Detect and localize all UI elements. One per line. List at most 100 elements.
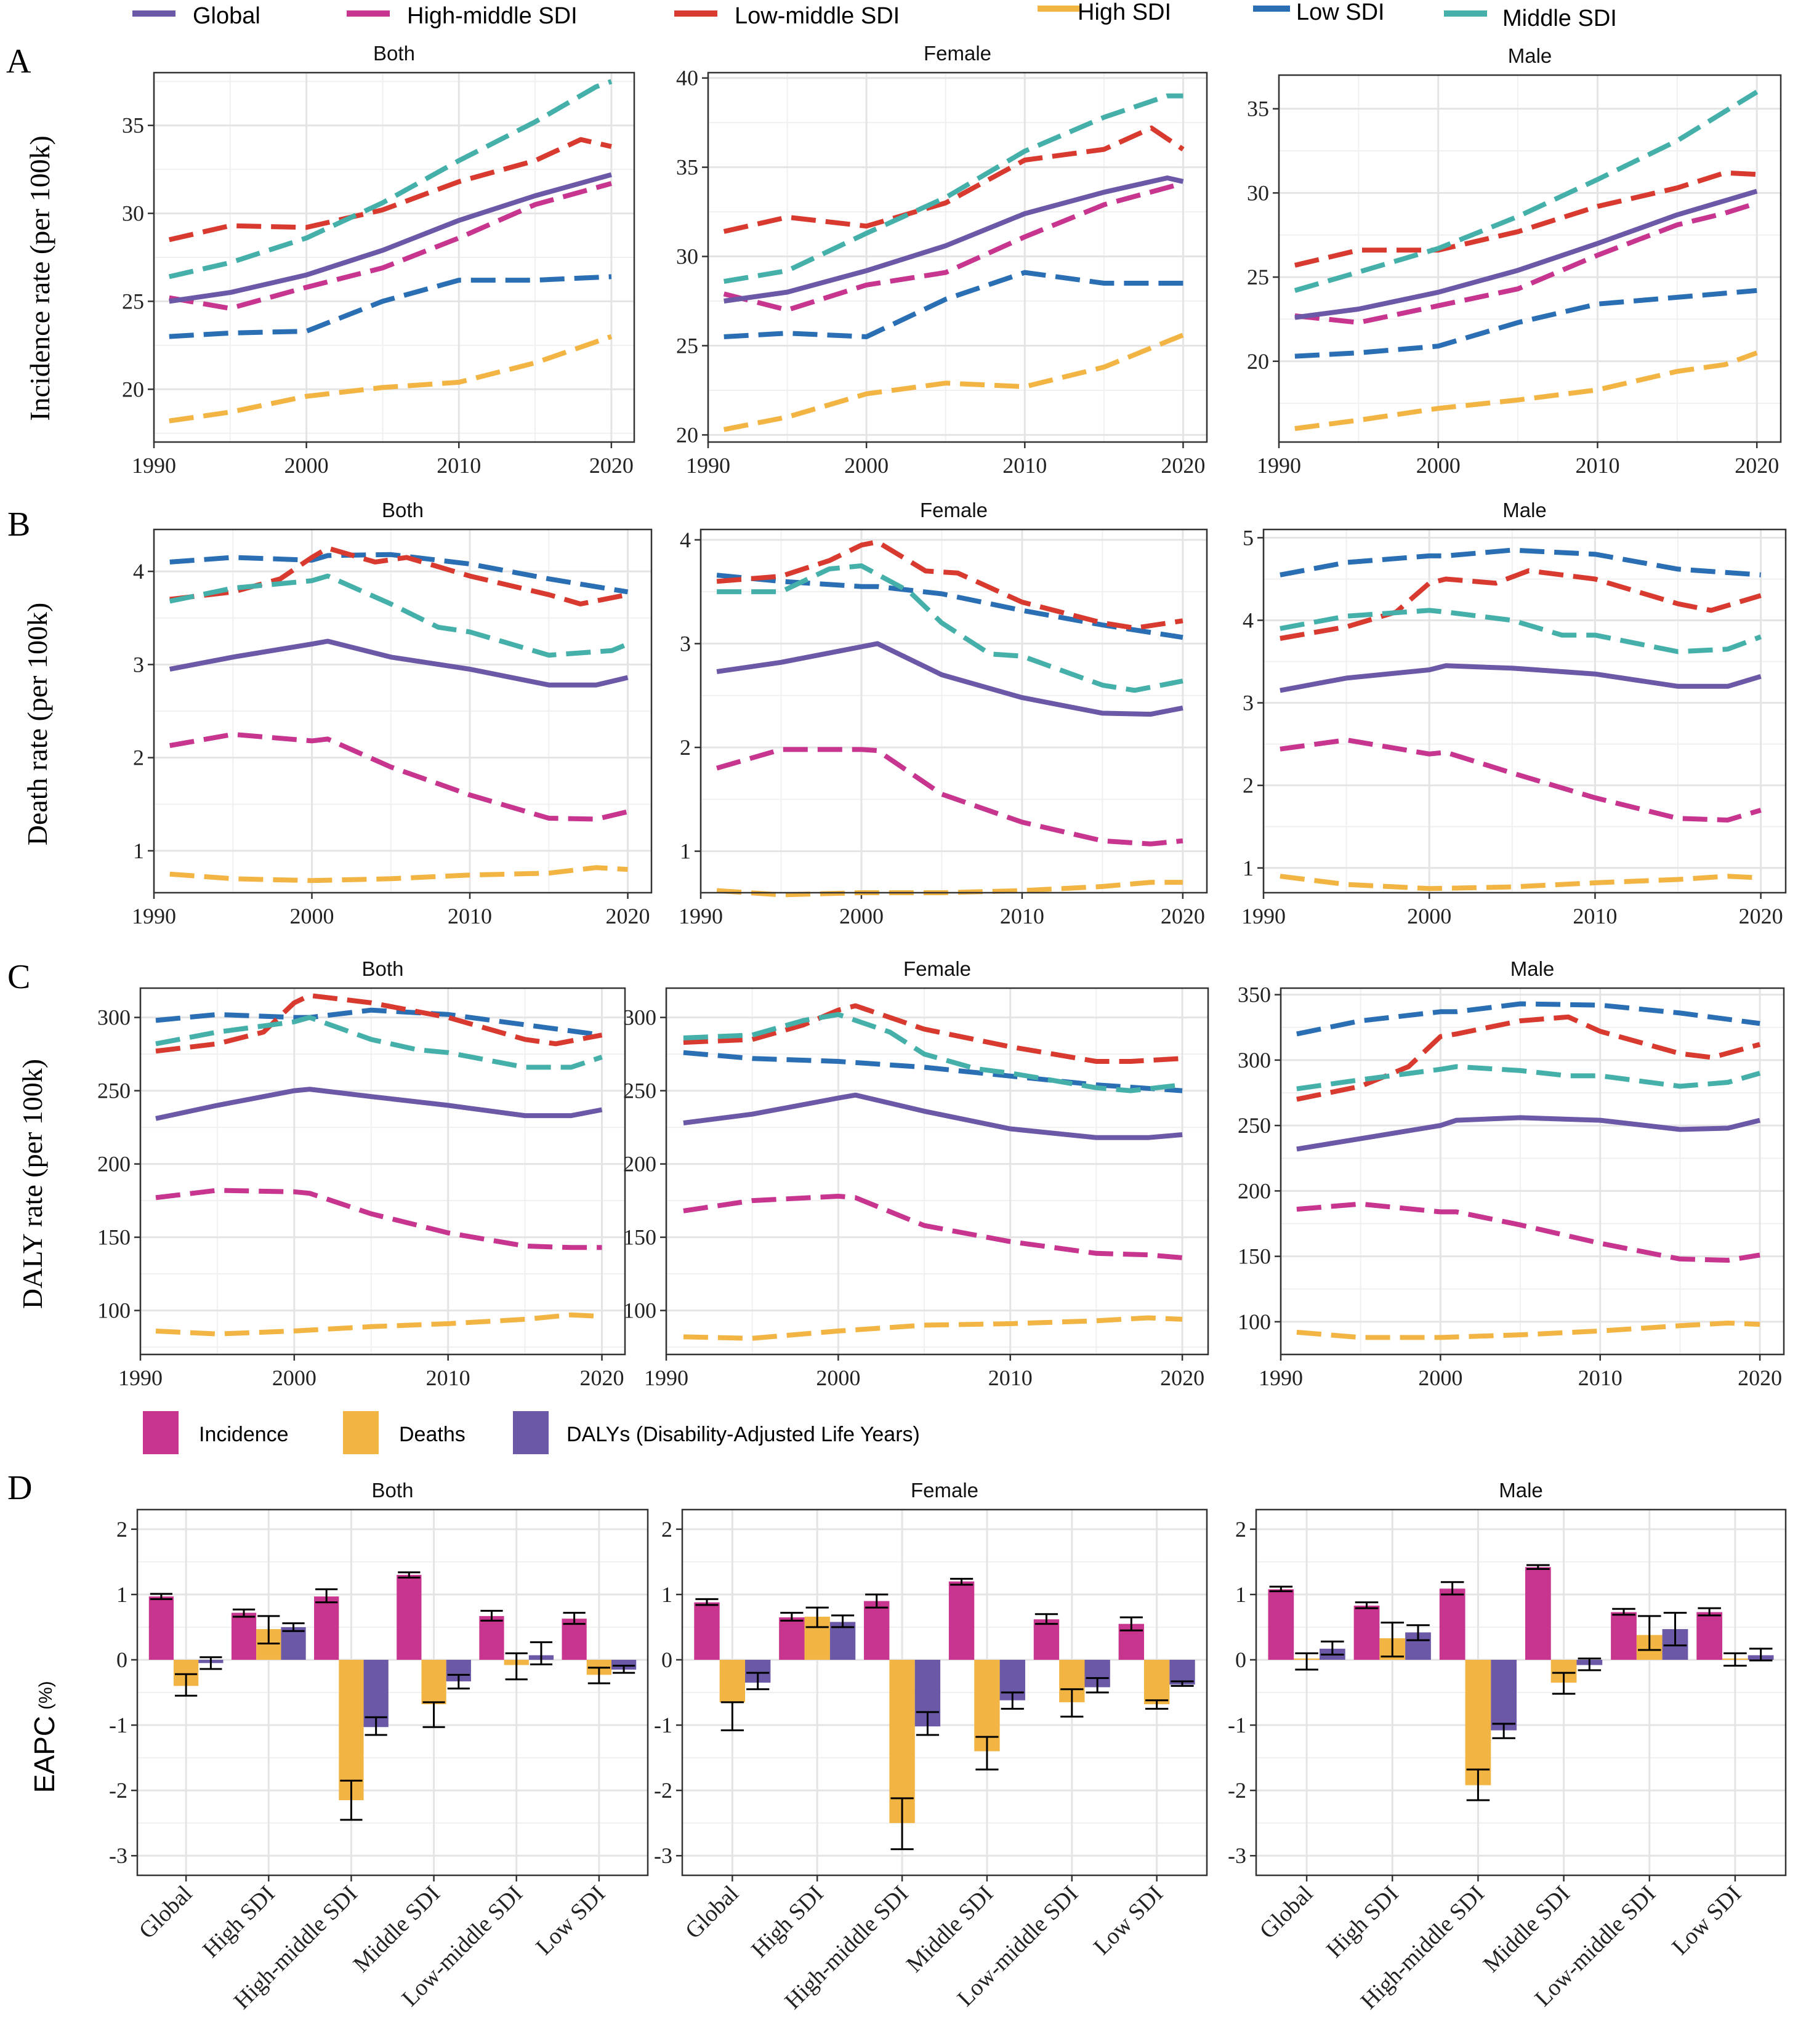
y-tick-label: 2 [680,735,691,760]
panel-c-female: 1990 2000 2010 2020 100 150 200 250 300 Female [623,957,1209,1390]
panel-c-both-plot-bg [140,988,625,1354]
y-tick-label: 3 [133,652,144,677]
legend-label-high-middle-sdi: High-middle SDI [407,3,578,29]
panel-letter-c: C [7,958,30,996]
x-tick-label: 2020 [1738,1366,1782,1390]
bar-deaths-high-middle-sdi [1465,1659,1491,1785]
series-line-middle-sdi [724,93,1183,284]
bar-dalys-high-middle-sdi [1491,1659,1517,1731]
y-tick-label: 300 [1238,1048,1271,1072]
series-line-low-sdi [1294,288,1757,359]
y-tick-label: 1 [133,839,144,863]
series-line-low-sdi [716,573,1183,640]
ylabel-panel-b: Death rate (per 100k) [22,603,53,846]
facet-title: Male [1508,44,1552,67]
y-tick-label: 350 [1238,983,1271,1007]
x-tick-label: 2000 [290,904,334,928]
series-line-high-middle-sdi [169,731,629,822]
series-line-middle-sdi [169,573,629,658]
y-tick-label: 3 [680,631,691,656]
x-tick-label: 2000 [272,1366,316,1390]
x-tick-label: 2000 [1418,1366,1462,1390]
x-tick-label: 1990 [1241,904,1286,928]
y-tick-label: 3 [1243,691,1254,715]
x-tick-label-global: Global [134,1881,198,1944]
panel-b-female: 1990 2000 2010 2020 1 2 3 4 Female [679,499,1208,928]
y-tick-label: 1 [1243,856,1254,880]
panel-a-male-plot-bg [1279,75,1781,442]
bar-incidence-global [148,1596,174,1660]
series-line-global [155,1087,603,1121]
x-tick-label: 2020 [1161,904,1205,928]
x-tick-label: 1990 [1259,1366,1303,1390]
series-line-low-middle-sdi [155,992,603,1054]
series-line-low-sdi [169,552,629,595]
x-tick-label: 1990 [132,904,176,928]
facet-title: Both [382,499,424,521]
panel-b-male-frame [1262,528,1787,894]
bar-incidence-high-middle-sdi [1439,1588,1465,1660]
series-line-middle-sdi [717,563,1183,693]
legend-item-middle-sdi: Middle SDI [1444,6,1617,31]
panel-b-both: 1990 2000 2010 2020 1 2 3 4 Both [132,499,653,928]
facet-title: Male [1510,957,1555,980]
x-tick-label: 2010 [1002,453,1047,478]
bar-incidence-low-middle-sdi [1033,1619,1060,1660]
x-tick-label: 2020 [1735,453,1779,478]
bar-incidence-high-sdi [779,1617,805,1660]
y-tick-label: 25 [122,289,144,313]
panel-d-male-frame [1255,1508,1787,1877]
y-tick-label: 250 [97,1079,131,1103]
ylabel-panel-a: Incidence rate (per 100k) [24,135,55,421]
panel-a-female-frame [707,71,1208,443]
series-line-high-sdi [1280,874,1761,891]
legend-item-low-sdi: Low SDI [1253,0,1385,25]
x-tick-label: 2010 [426,1366,470,1390]
panel-b-male: 1990 2000 2010 2020 1 2 3 4 5 Male [1241,499,1787,928]
bar-incidence-low-sdi [562,1619,587,1660]
x-tick-label: 1990 [679,904,723,928]
y-tick-label: 1 [1235,1582,1246,1607]
series-line-global [1280,663,1762,693]
bar-incidence-high-middle-sdi [864,1601,890,1660]
series-line-low-middle-sdi [169,545,629,606]
ylabel-panel-c: DALY rate (per 100k) [17,1059,48,1309]
panel-a-both-frame [153,71,635,443]
facet-title: Female [903,957,971,980]
series-line-high-sdi [169,334,613,424]
series-line-global [1294,188,1758,320]
series-line-high-sdi [1296,1321,1760,1340]
x-tick-label-global: Global [1255,1881,1318,1944]
y-tick-label: -2 [109,1778,127,1803]
bar-incidence-middle-sdi [948,1581,975,1660]
bar-incidence-global [1268,1589,1294,1660]
y-tick-label: 35 [676,155,698,180]
series-line-global [169,172,612,304]
series-line-low-middle-sdi [168,137,612,243]
y-tick-label: 300 [97,1005,131,1030]
panel-d-female-frame [681,1508,1208,1877]
series-line-global [716,641,1183,717]
y-tick-label: 0 [1235,1648,1246,1672]
series-line-high-sdi [723,332,1184,432]
x-tick-label: 2010 [1573,904,1617,928]
x-tick-label: 1990 [686,453,730,478]
x-tick-label: 2010 [988,1366,1033,1390]
y-tick-label: 1 [680,839,691,864]
x-tick-label-high-sdi: High SDI [746,1881,828,1963]
y-tick-label: 20 [1247,349,1269,374]
legend-label-deaths: Deaths [399,1423,466,1446]
ylabel-panel-d-unit: (%) [36,1681,56,1710]
legend-label-low-sdi: Low SDI [1296,0,1385,25]
bar-dalys-high-middle-sdi [363,1659,389,1728]
series-line-high-sdi [155,1312,602,1337]
y-tick-label: 4 [680,528,691,552]
x-tick-label-low-sdi: Low SDI [531,1881,610,1960]
legend-label-middle-sdi: Middle SDI [1502,6,1617,31]
y-tick-label: -3 [1228,1843,1246,1868]
y-tick-label: 2 [1243,773,1254,798]
series-line-low-sdi [1280,547,1761,577]
y-tick-label: 300 [623,1005,656,1030]
y-tick-label: -1 [654,1713,672,1737]
